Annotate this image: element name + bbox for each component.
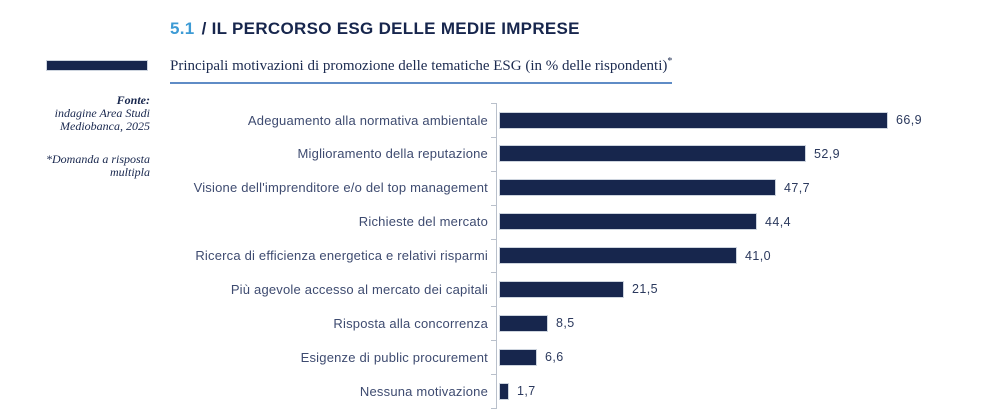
bar-row: Esigenze di public procurement 6,6 — [180, 340, 995, 374]
source-line: Mediobanca, 2025 — [60, 119, 150, 133]
bar — [499, 247, 737, 265]
bar-row: Visione dell'imprenditore e/o del top ma… — [180, 171, 995, 205]
bar-track: 1,7 — [499, 382, 536, 400]
axis-tick — [491, 408, 497, 409]
bar-row: Più agevole accesso al mercato dei capit… — [180, 272, 995, 306]
bar-row: Risposta alla concorrenza 8,5 — [180, 306, 995, 340]
section-number: 5.1 — [170, 19, 195, 38]
category-label: Esigenze di public procurement — [300, 349, 488, 365]
bar-track: 6,6 — [499, 348, 564, 366]
value-label: 6,6 — [545, 350, 564, 365]
category-label: Risposta alla concorrenza — [333, 315, 488, 331]
footnote-marker: * — [667, 56, 673, 67]
category-label: Nessuna motivazione — [359, 383, 488, 399]
axis-tick — [491, 205, 497, 206]
bar-track: 8,5 — [499, 314, 575, 332]
source-label: Fonte: — [116, 93, 150, 107]
y-axis-line — [496, 103, 497, 408]
category-label: Più agevole accesso al mercato dei capit… — [230, 281, 488, 297]
value-label: 66,9 — [896, 113, 922, 127]
bar — [499, 145, 806, 163]
category-label: Miglioramento della reputazione — [297, 146, 488, 162]
bar-track: 44,4 — [499, 213, 791, 231]
category-label: Visione dell'imprenditore e/o del top ma… — [193, 180, 488, 196]
value-label: 21,5 — [632, 282, 658, 297]
bar-track: 66,9 — [499, 111, 922, 129]
bar — [499, 348, 537, 366]
bar — [499, 314, 548, 332]
legend-swatch — [46, 60, 148, 71]
bar-row: Ricerca di efficienza energetica e relat… — [180, 239, 995, 273]
bar-chart: Adeguamento alla normativa ambientale 66,… — [180, 103, 995, 409]
bar-track: 41,0 — [499, 247, 771, 265]
title-text: / IL PERCORSO ESG DELLE MEDIE IMPRESE — [201, 19, 580, 38]
bar-row: Adeguamento alla normativa ambientale 66,… — [180, 103, 995, 137]
axis-tick — [491, 239, 497, 240]
bar-row: Miglioramento della reputazione 52,9 — [180, 137, 995, 171]
value-label: 1,7 — [517, 384, 536, 399]
axis-tick — [491, 306, 497, 307]
page-title: 5.1 / IL PERCORSO ESG DELLE MEDIE IMPRES… — [170, 19, 580, 39]
axis-tick — [491, 340, 497, 341]
bar-track: 47,7 — [499, 179, 810, 197]
subtitle-text: Principali motivazioni di promozione del… — [170, 58, 668, 74]
value-label: 52,9 — [814, 146, 840, 161]
value-label: 8,5 — [556, 316, 575, 331]
value-label: 47,7 — [784, 180, 810, 195]
value-label: 41,0 — [745, 248, 771, 263]
source-block: Fonte: indagine Area Studi Mediobanca, 2… — [10, 94, 150, 179]
value-label: 44,4 — [765, 214, 791, 229]
bar — [499, 179, 776, 197]
axis-tick — [491, 374, 497, 375]
footnote-line: multipla — [109, 165, 150, 179]
footnote-line: *Domanda a risposta — [45, 152, 150, 166]
bar — [499, 213, 757, 231]
source-line: indagine Area Studi — [54, 106, 150, 120]
bar-row: Nessuna motivazione 1,7 — [180, 374, 995, 408]
bar-track: 52,9 — [499, 145, 840, 163]
category-label: Adeguamento alla normativa ambientale — [247, 112, 488, 128]
bar — [499, 280, 624, 298]
axis-tick — [491, 103, 497, 104]
bar — [499, 111, 888, 129]
bar — [499, 382, 509, 400]
axis-tick — [491, 171, 497, 172]
bar-row: Richieste del mercato 44,4 — [180, 205, 995, 239]
chart-subtitle: Principali motivazioni di promozione del… — [170, 56, 673, 84]
axis-tick — [491, 137, 497, 138]
category-label: Richieste del mercato — [358, 214, 488, 230]
bar-track: 21,5 — [499, 280, 658, 298]
footnote: *Domanda a risposta multipla — [10, 153, 150, 179]
category-label: Ricerca di efficienza energetica e relat… — [195, 248, 488, 264]
axis-tick — [491, 272, 497, 273]
